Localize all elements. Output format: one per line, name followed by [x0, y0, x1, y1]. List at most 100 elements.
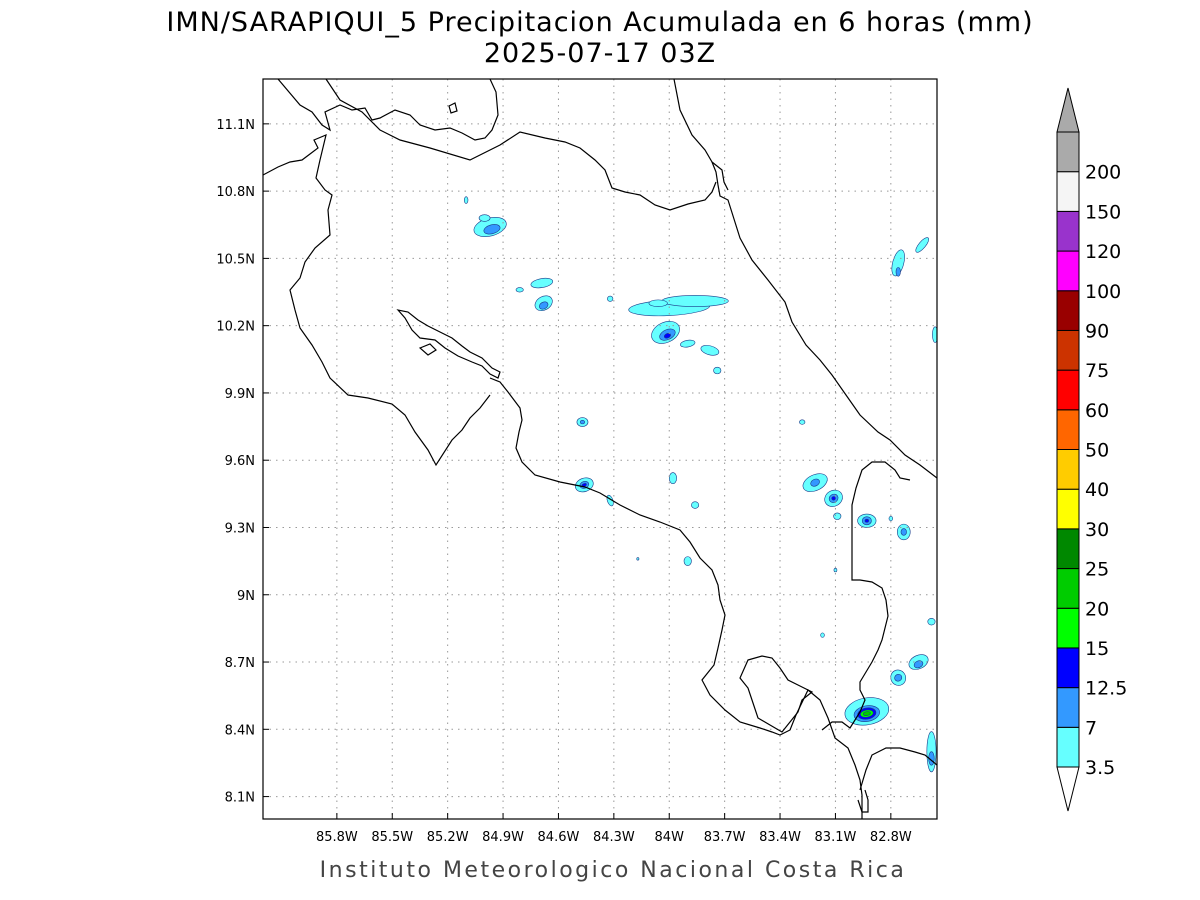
lat-tick-label: 11.1N	[216, 118, 255, 133]
colorbar-swatch	[1056, 131, 1080, 173]
map-title: IMN/SARAPIQUI_5 Precipitacion Acumulada …	[166, 7, 1033, 38]
lon-tick-label: 84.9W	[482, 830, 524, 845]
precip-cell	[799, 419, 806, 425]
colorbar-swatch	[1056, 647, 1080, 689]
footer-institution: Instituto Meteorologico Nacional Costa R…	[320, 858, 907, 883]
central-pacific-coast	[489, 377, 863, 819]
colorbar-level-label: 40	[1085, 479, 1109, 501]
precip-cell	[581, 483, 587, 487]
colorbar-level-label: 200	[1085, 162, 1121, 184]
precip-cell	[483, 224, 501, 235]
precip-cell	[894, 673, 903, 682]
lon-tick-label: 83.4W	[759, 830, 801, 845]
precip-cell	[691, 501, 700, 509]
colorbar-level-label: 7	[1085, 717, 1097, 739]
colorbar-swatch	[1056, 528, 1080, 570]
colorbar-swatch	[1056, 687, 1080, 728]
lon-tick-label: 84.6W	[538, 830, 580, 845]
lat-tick-label: 8.1N	[225, 791, 255, 806]
colorbar-swatch	[1056, 488, 1080, 530]
lake-nicaragua-south-shore	[325, 79, 717, 211]
colorbar-swatch	[1056, 409, 1080, 450]
precip-cell	[915, 237, 929, 253]
precip-cell	[833, 567, 838, 573]
precip-cell	[900, 528, 907, 536]
colorbar-swatch	[1056, 250, 1080, 292]
precip-cell	[668, 472, 677, 485]
precipitation-contours	[463, 196, 937, 773]
colorbar-swatch	[1056, 329, 1080, 371]
precip-cell	[833, 512, 842, 520]
colorbar-swatch	[1056, 290, 1080, 331]
lon-tick-label: 84.3W	[593, 830, 635, 845]
golfito-gulf	[821, 461, 911, 731]
precip-cell	[831, 496, 836, 501]
colorbar-level-label: 100	[1085, 281, 1121, 303]
coastline-borders	[263, 79, 937, 819]
precip-cell	[864, 518, 869, 523]
precip-cell	[932, 326, 937, 343]
lat-tick-label: 8.4N	[225, 723, 255, 738]
colorbar-min-arrow	[1056, 766, 1080, 812]
panama-border-south	[857, 789, 869, 813]
precip-cell	[530, 277, 554, 289]
precip-cell	[891, 249, 905, 277]
lon-tick-label: 85.2W	[427, 830, 469, 845]
colorbar-level-label: 50	[1085, 440, 1109, 462]
osa-peninsula	[739, 655, 814, 733]
precip-cell	[579, 419, 585, 425]
lon-tick-label: 83.1W	[815, 830, 857, 845]
precip-cell	[607, 295, 614, 302]
precip-cell	[463, 196, 469, 204]
longitude-ticks: 85.8W 85.5W 85.2W 84.9W 84.6W 84.3W 84W 83.7W 83…	[316, 813, 912, 845]
colorbar-swatch	[1056, 449, 1080, 490]
precip-cell	[680, 339, 696, 348]
map-plot-area: 85.8W 85.5W 85.2W 84.9W 84.6W 84.3W 84W 83.7W 83…	[216, 78, 938, 845]
lat-tick-label: 10.8N	[216, 185, 255, 200]
lat-tick-label: 10.2N	[216, 320, 255, 335]
colorbar-swatch	[1056, 607, 1080, 649]
lon-tick-label: 84W	[655, 830, 685, 845]
colorbar-level-label: 75	[1085, 360, 1109, 382]
lake-nicaragua-shore	[277, 79, 499, 141]
colorbar-swatch	[1056, 726, 1080, 768]
lon-tick-label: 82.8W	[870, 830, 912, 845]
precip-cell	[927, 618, 936, 626]
precip-cell	[515, 287, 524, 293]
precip-cell	[539, 301, 549, 310]
lat-tick-label: 8.7N	[225, 656, 255, 671]
colorbar-swatch	[1056, 171, 1080, 212]
lat-tick-label: 9N	[237, 589, 255, 604]
colorbar-level-label: 15	[1085, 638, 1109, 660]
precip-cell	[810, 478, 820, 487]
colorbar-level-label: 20	[1085, 598, 1109, 620]
lake-island	[448, 102, 458, 114]
colorbar-level-label: 30	[1085, 519, 1109, 541]
precip-cell	[648, 299, 668, 307]
precip-cell	[820, 632, 825, 638]
latitude-ticks: 8.1N 8.4N 8.7N 9N 9.3N 9.6N 9.9N 10.2N 10.5N 10.8…	[216, 118, 269, 806]
colorbar-level-label: 90	[1085, 320, 1109, 342]
lat-tick-label: 9.9N	[225, 387, 255, 402]
lat-tick-label: 10.5N	[216, 252, 255, 267]
colorbar-level-label: 25	[1085, 559, 1109, 581]
precip-cell	[862, 711, 871, 716]
precip-cell	[636, 557, 640, 561]
lon-tick-label: 85.5W	[371, 830, 413, 845]
precip-cell	[895, 267, 901, 277]
colorbar-swatch	[1056, 369, 1080, 411]
precip-cell	[713, 366, 722, 375]
precip-cell	[663, 332, 671, 339]
gulf-of-nicoya-shore	[396, 309, 501, 379]
chira-island	[418, 343, 437, 356]
precip-cell	[700, 345, 720, 356]
lat-tick-label: 9.3N	[225, 521, 255, 536]
lat-tick-label: 9.6N	[225, 454, 255, 469]
colorbar-level-label: 120	[1085, 241, 1121, 263]
burica-peninsula	[859, 747, 937, 791]
colorbar-level-label: 150	[1085, 201, 1121, 223]
colorbar-level-label: 12.5	[1085, 678, 1127, 700]
lon-tick-label: 83.7W	[704, 830, 746, 845]
precip-cell	[478, 214, 491, 222]
precip-cell	[661, 295, 729, 307]
